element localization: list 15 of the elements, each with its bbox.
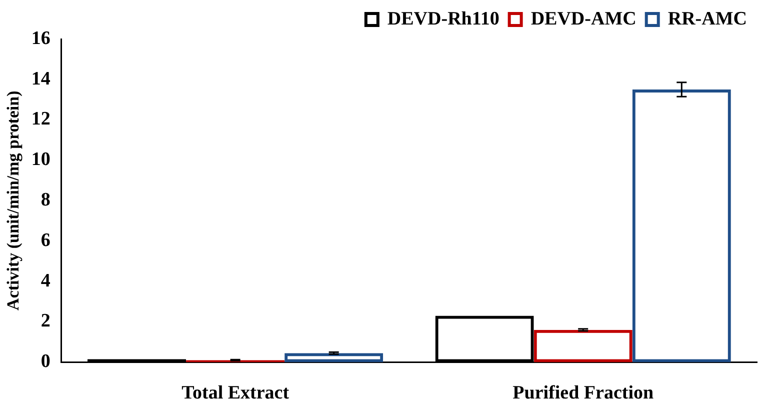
legend-label: DEVD-AMC (530, 8, 636, 30)
y-tick-label: 6 (40, 230, 50, 251)
legend-label: RR-AMC (668, 8, 748, 30)
y-tick-label: 12 (31, 108, 50, 130)
y-tick-label: 4 (40, 270, 51, 292)
y-axis-title: Activity (unit/min/mg protein) (4, 90, 23, 310)
y-tick-label: 16 (31, 28, 50, 49)
x-tick-label: Purified Fraction (512, 382, 654, 404)
legend-label: DEVD-Rh110 (387, 8, 500, 30)
y-tick-label: 10 (31, 149, 50, 170)
y-tick-label: 8 (40, 190, 50, 211)
y-tick-label: 0 (40, 351, 50, 372)
y-tick-label: 14 (31, 68, 51, 90)
y-tick-label: 2 (40, 310, 50, 332)
x-tick-label: Total Extract (182, 382, 290, 404)
